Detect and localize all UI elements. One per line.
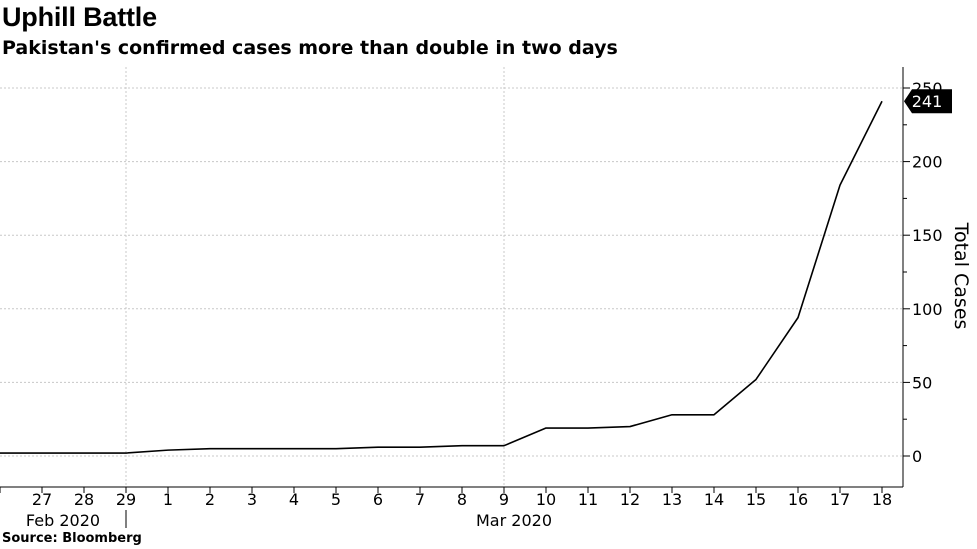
x-tick-label-15: 15 — [746, 490, 766, 509]
last-value-callout — [904, 89, 952, 114]
chart-title: Uphill Battle — [2, 2, 157, 32]
y-tick-label-200: 200 — [912, 153, 943, 172]
x-tick-label-7: 7 — [415, 490, 425, 509]
x-tick-label-17: 17 — [830, 490, 850, 509]
last-value-label: 241 — [912, 92, 943, 111]
x-tick-label-6: 6 — [373, 490, 383, 509]
x-tick-label-12: 12 — [620, 490, 640, 509]
x-tick-label-10: 10 — [536, 490, 556, 509]
x-tick-label-18: 18 — [872, 490, 892, 509]
x-tick-label-9: 9 — [499, 490, 509, 509]
x-tick-label-27: 27 — [32, 490, 52, 509]
series-line-total-cases — [0, 100, 883, 454]
y-tick-label-0: 0 — [912, 447, 922, 466]
x-tick-label-5: 5 — [331, 490, 341, 509]
x-tick-label-3: 3 — [247, 490, 257, 509]
gridlines — [0, 67, 903, 487]
y-tick-label-150: 150 — [912, 226, 943, 245]
x-tick-label-2: 2 — [205, 490, 215, 509]
x-tick-label-13: 13 — [662, 490, 682, 509]
x-tick-label-28: 28 — [74, 490, 94, 509]
x-tick-label-1: 1 — [163, 490, 173, 509]
y-axis-title: Total Cases — [950, 222, 972, 330]
x-tick-label-29: 29 — [116, 490, 136, 509]
x-tick-label-8: 8 — [457, 490, 467, 509]
x-tick-label-14: 14 — [704, 490, 724, 509]
x-tick-label-16: 16 — [788, 490, 808, 509]
month-label-mar: Mar 2020 — [476, 511, 552, 530]
x-tick-label-4: 4 — [289, 490, 299, 509]
month-label-feb: Feb 2020 — [26, 511, 100, 530]
x-tick-label-11: 11 — [578, 490, 598, 509]
y-tick-label-100: 100 — [912, 300, 943, 319]
chart-subtitle: Pakistan's confirmed cases more than dou… — [2, 37, 618, 59]
y-tick-label-50: 50 — [912, 373, 932, 392]
source-note: Source: Bloomberg — [2, 531, 142, 546]
axes — [0, 67, 910, 528]
series-layer — [0, 100, 883, 454]
